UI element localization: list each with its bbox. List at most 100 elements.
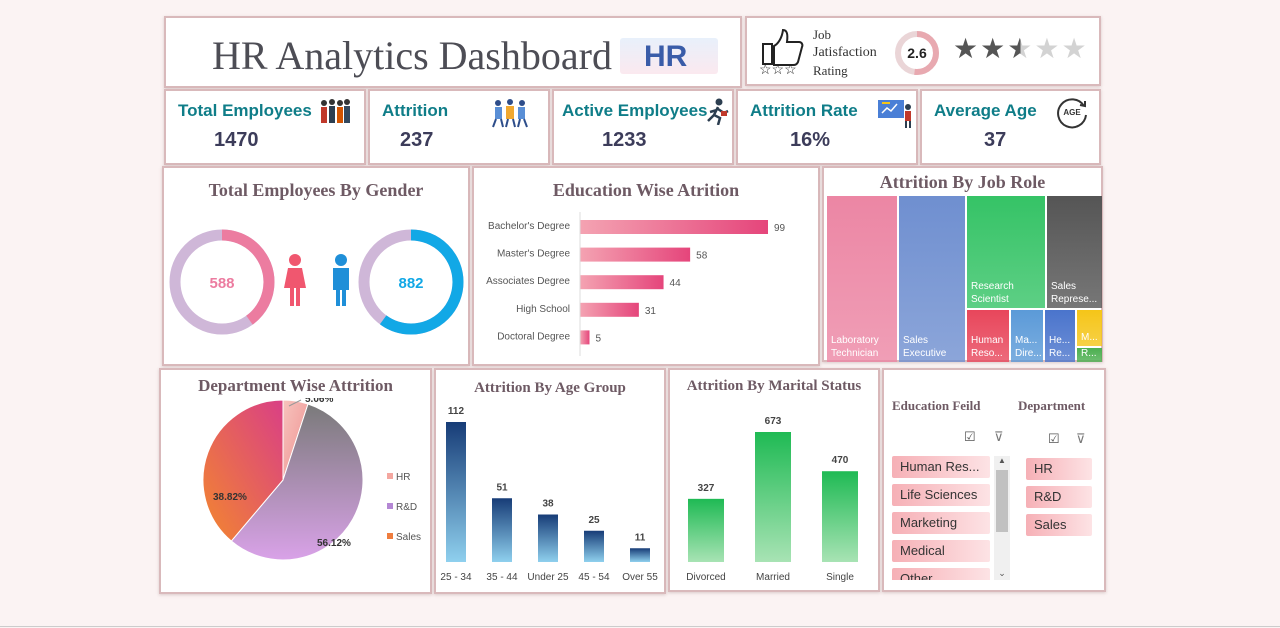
age-cycle-icon: AGE	[1057, 98, 1087, 129]
presentation-board-icon	[878, 100, 911, 128]
running-person-icon	[707, 98, 729, 125]
rating-label-line: Jatisfaction	[813, 45, 877, 60]
treemap-tile: Laboratory Technician	[827, 196, 897, 362]
kpi-card-attrition: Attrition 237	[368, 89, 550, 165]
slicer-item-education[interactable]: Human Res...	[892, 456, 990, 478]
rating-stars: ★★★★★	[953, 32, 1089, 65]
scrollbar-thumb[interactable]	[996, 470, 1008, 532]
pie-slice	[230, 403, 364, 561]
legend-swatch	[387, 503, 393, 509]
title-card: HR Analytics Dashboard HR	[164, 16, 742, 88]
panel-title: Attrition By Age Group	[474, 380, 626, 396]
kpi-value: 1233	[602, 129, 647, 151]
kpi-value: 237	[400, 129, 434, 151]
bar-value-label: 31	[645, 306, 657, 317]
slicer-item-department[interactable]: R&D	[1026, 486, 1092, 508]
bar-value-label: 25	[588, 515, 600, 526]
bar-value-label: 99	[774, 223, 786, 234]
treemap-tile-label: Laboratory Technician	[831, 335, 879, 359]
age-chart: 112 25 - 34 51 35 - 44 38 Under 25 25 45 - 54 11…	[440, 406, 658, 583]
pie-leader-line	[288, 399, 302, 407]
treemap-tile-label: Sales Executive	[903, 335, 947, 359]
panel-title: Attrition By Job Role	[879, 172, 1046, 192]
page-title: HR Analytics Dashboard	[212, 33, 612, 78]
male-donut-arc	[358, 229, 464, 335]
slicer-item-department[interactable]: Sales	[1026, 514, 1092, 536]
age-panel: Attrition By Age Group 112 25 - 34 51 35 - …	[434, 368, 666, 594]
bar-category-label: Associates Degree	[486, 276, 570, 287]
education-bar	[580, 330, 590, 345]
bar-value-label: 5	[595, 333, 601, 344]
bar-category-label: Divorced	[686, 572, 725, 583]
bar-value-label: 112	[448, 406, 465, 417]
department-panel: Department Wise Attrition 5.06% 56.12% 38.…	[159, 368, 432, 594]
bar-value-label: 673	[765, 416, 782, 427]
education-bar	[580, 247, 691, 262]
education-panel: Education Wise Atrition Bachelor's Degre…	[472, 166, 820, 366]
thumbs-up-icon: ☆☆☆	[759, 28, 804, 76]
treemap-tile-label: He... Re...	[1049, 335, 1071, 359]
female-count: 588	[209, 275, 234, 292]
kpi-card-attrition-rate: Attrition Rate 16%	[736, 89, 918, 165]
star-icon: ★	[1034, 33, 1062, 64]
rating-gauge: 2.6	[895, 31, 939, 75]
female-donut-arc	[169, 229, 275, 335]
rating-gauge-arc	[895, 31, 939, 75]
rating-label-line: Job	[813, 27, 832, 42]
chart-bar	[630, 548, 650, 562]
hr-logo-text: HR	[644, 40, 688, 73]
kpi-label: Active Employees	[562, 101, 708, 120]
treemap-tile: Research Scientist	[967, 196, 1045, 308]
slicer-item-education[interactable]: Other	[892, 568, 990, 580]
slicer-panel: Education Feild Department ☑ ⊽ ☑ ⊽ Human…	[882, 368, 1106, 592]
department-chart: 5.06% 56.12% 38.82% HR R&D Sales	[202, 398, 421, 561]
people-group-icon	[321, 99, 350, 123]
marital-panel: Attrition By Marital Status 327 Divorced 6…	[668, 368, 880, 592]
treemap-tile: He... Re...	[1045, 310, 1075, 362]
star-icon: ★	[980, 33, 1008, 64]
kpi-value: 16%	[790, 129, 831, 151]
multi-select-icon[interactable]: ☑	[964, 429, 976, 444]
chart-bar	[446, 422, 466, 562]
bar-value-label: 44	[670, 278, 682, 289]
star-icon: ★	[1061, 33, 1089, 64]
treemap-tile: R...	[1077, 348, 1102, 362]
treemap-tile-label: R...	[1081, 348, 1097, 359]
bar-category-label: Under 25	[527, 572, 569, 583]
slicer-item-education[interactable]: Marketing	[892, 512, 990, 534]
star-icon: ★	[953, 33, 981, 64]
jobrole-treemap: Laboratory Technician Sales Executive Rese…	[827, 196, 1102, 362]
bar-category-label: 25 - 34	[440, 572, 472, 583]
bar-value-label: 51	[496, 482, 508, 493]
chart-bar	[688, 498, 724, 562]
slicer-item-education[interactable]: Life Sciences	[892, 484, 990, 506]
scroll-down-icon[interactable]: ⌄	[998, 568, 1006, 578]
slicer-item-department[interactable]: HR	[1026, 458, 1092, 480]
slicer-title-education: Education Feild	[892, 398, 981, 413]
chart-bar	[822, 471, 858, 562]
female-icon	[284, 254, 306, 306]
scroll-up-icon[interactable]: ▲	[998, 456, 1006, 465]
slicer-item-education[interactable]: Medical	[892, 540, 990, 562]
multi-select-icon[interactable]: ☑	[1048, 431, 1060, 446]
bar-category-label: Over 55	[622, 572, 658, 583]
bar-category-label: Single	[826, 572, 854, 583]
treemap-tile: Human Reso...	[967, 310, 1009, 362]
rating-label-line: Rating	[813, 63, 848, 78]
bar-category-label: High School	[516, 304, 570, 315]
clear-filter-icon[interactable]: ⊽	[1076, 431, 1086, 446]
treemap-tile: Ma... Dire...	[1011, 310, 1043, 362]
age-icon-text: AGE	[1063, 108, 1081, 117]
treemap-tile: Sales Represe...	[1047, 196, 1102, 308]
clear-filter-icon[interactable]: ⊽	[994, 429, 1004, 444]
legend-swatch	[387, 473, 393, 479]
chart-bar	[755, 432, 791, 562]
treemap-tile: Sales Executive	[899, 196, 965, 362]
treemap-tile: M...	[1077, 310, 1102, 346]
chart-bar	[492, 498, 512, 562]
slicer-scrollbar[interactable]: ▲ ⌄	[994, 456, 1010, 580]
legend-label: R&D	[396, 502, 417, 513]
bar-category-label: Bachelor's Degree	[488, 221, 570, 232]
treemap-tile-label: Ma... Dire...	[1015, 335, 1042, 359]
rating-value: 2.6	[907, 45, 927, 61]
